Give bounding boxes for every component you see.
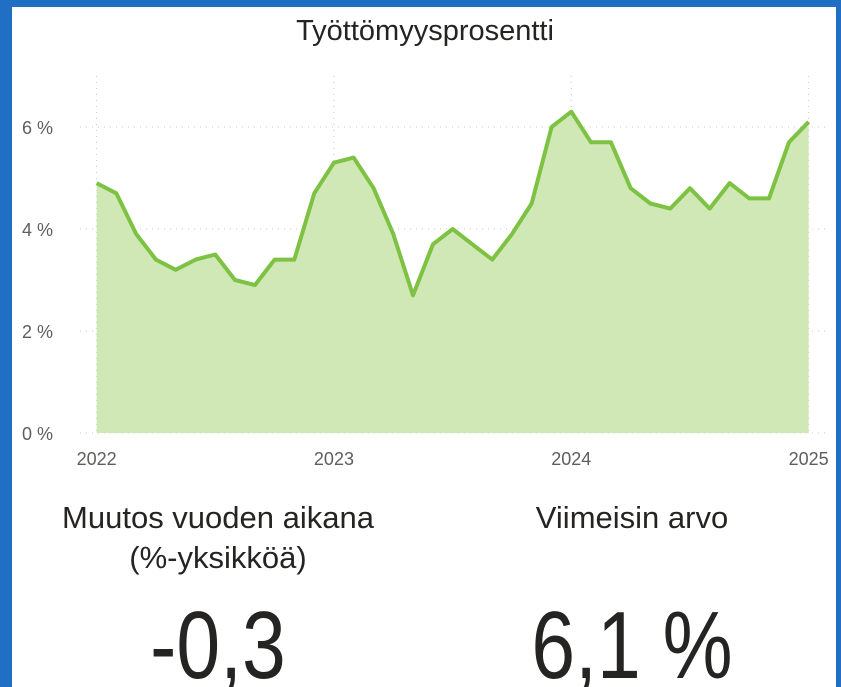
x-tick-label: 2022 bbox=[77, 449, 117, 469]
line bbox=[95, 109, 811, 298]
y-tick-label: 4 % bbox=[22, 220, 53, 240]
kpi-label: Viimeisin arvo bbox=[536, 500, 728, 535]
area bbox=[96, 111, 809, 433]
x-tick-label: 2024 bbox=[551, 449, 591, 469]
x-tick-label: 2025 bbox=[789, 449, 829, 469]
y-tick-label: 2 % bbox=[22, 322, 53, 342]
y-tick-label: 0 % bbox=[22, 424, 53, 444]
border bbox=[0, 0, 841, 7]
border bbox=[0, 0, 12, 687]
kpi-label: (%-yksikköä) bbox=[129, 540, 306, 575]
kpi-value: -0,3 bbox=[150, 592, 286, 687]
kpi-label: Muutos vuoden aikana bbox=[62, 500, 375, 535]
y-tick-label: 6 % bbox=[22, 118, 53, 138]
kpi-value: 6,1 % bbox=[531, 592, 732, 687]
border bbox=[836, 0, 841, 687]
chart-title: Työttömyysprosentti bbox=[296, 15, 554, 47]
x-tick-label: 2023 bbox=[314, 449, 354, 469]
